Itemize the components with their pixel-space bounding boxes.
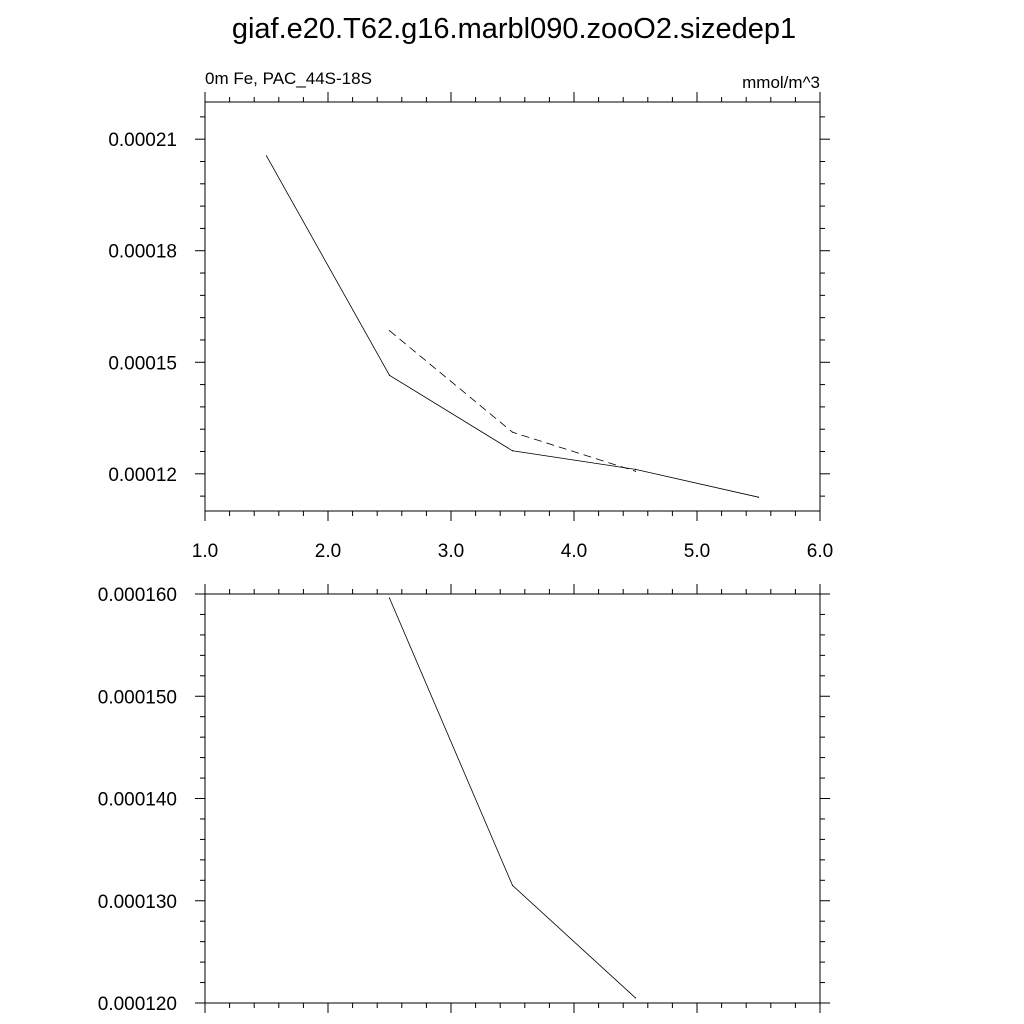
y-tick-label: 0.000120 <box>98 994 177 1015</box>
y-tick-label: 0.000130 <box>98 892 177 913</box>
series-line-solid <box>389 597 636 999</box>
data-point <box>511 884 514 887</box>
x-tick-label: 2.0 <box>315 541 341 562</box>
data-point <box>511 431 514 433</box>
data-point <box>388 374 391 376</box>
plot-frame <box>204 101 821 512</box>
x-tick-label: 1.0 <box>192 541 218 562</box>
panel-subtitle-left: 0m Fe, PAC_44S-18S <box>205 69 372 88</box>
data-point <box>388 597 391 599</box>
y-tick-label: 0.000150 <box>98 687 177 708</box>
data-point <box>265 155 268 157</box>
top-panel: 0m Fe, PAC_44S-18S mmol/m^3 1.0 2.0 3.0 4.0 5.… <box>108 69 833 562</box>
series-line-dashed <box>389 330 636 472</box>
x-tick-label: 5.0 <box>684 541 710 562</box>
y-tick-label: 0.00021 <box>108 130 177 151</box>
data-point <box>511 450 514 452</box>
x-tick-label: 3.0 <box>438 541 464 562</box>
data-point <box>634 470 637 472</box>
panel-subtitle-right: mmol/m^3 <box>742 73 820 92</box>
figure-title: giaf.e20.T62.g16.marbl090.zooO2.sizedep1 <box>232 13 796 45</box>
x-tick-label: 6.0 <box>807 541 833 562</box>
plot-frame <box>204 593 821 1004</box>
y-tick-label: 0.00015 <box>108 353 177 374</box>
data-point <box>388 330 391 332</box>
series-line-solid <box>266 155 759 498</box>
data-point <box>634 997 637 999</box>
y-tick-label: 0.000160 <box>98 585 177 606</box>
y-tick-label: 0.000140 <box>98 790 177 811</box>
data-point <box>757 496 760 498</box>
y-tick-label: 0.00018 <box>108 242 177 263</box>
data-point <box>634 468 637 470</box>
y-tick-label: 0.00012 <box>108 465 177 486</box>
bottom-panel: 0.000120 0.000130 0.000140 0.000150 0.000160 <box>98 584 830 1015</box>
x-tick-label: 4.0 <box>561 541 587 562</box>
